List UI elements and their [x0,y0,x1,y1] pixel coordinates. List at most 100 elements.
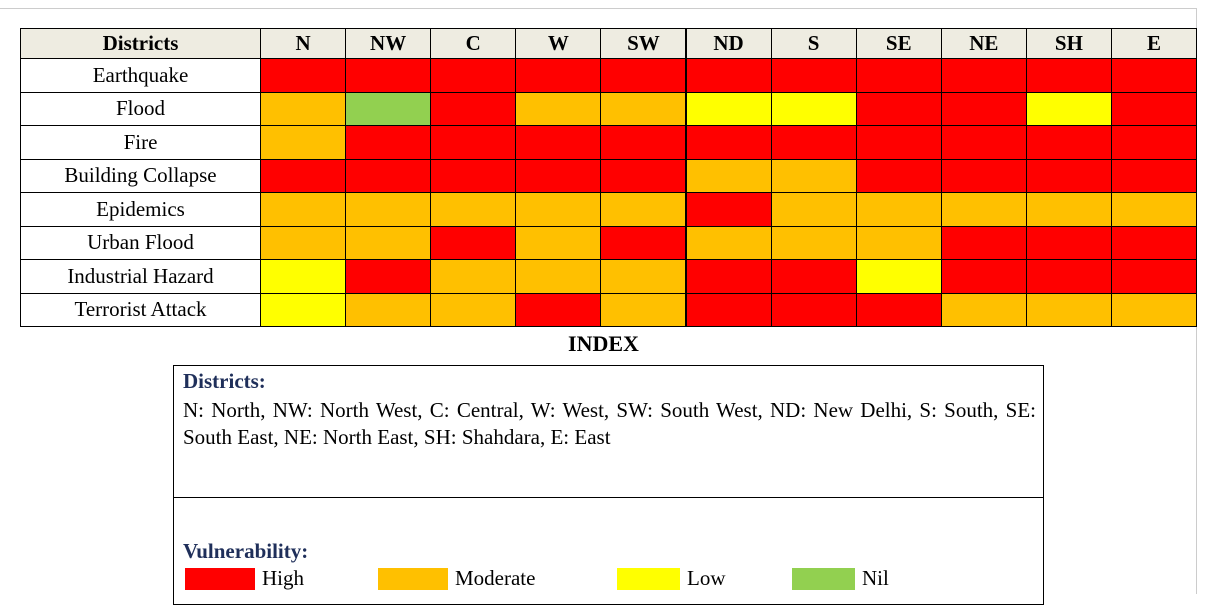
level-cell [260,259,347,294]
index-title: INDEX [568,331,639,356]
legend-swatch [378,568,448,590]
level-cell [940,292,1027,327]
header-cell: SW [600,28,687,59]
level-cell [515,292,602,327]
legend-swatch [185,568,255,590]
level-cell [260,192,347,227]
hazard-cell: Building Collapse [20,158,261,193]
level-cell [260,225,347,260]
level-cell [855,58,942,93]
level-cell [430,125,517,160]
hazard-cell: Terrorist Attack [20,292,261,327]
level-cell [1025,225,1112,260]
level-cell [1111,91,1198,126]
level-cell [1025,158,1112,193]
level-cell [345,225,432,260]
level-cell [430,225,517,260]
level-cell [770,192,857,227]
hazard-cell: Earthquake [20,58,261,93]
legend-swatch [617,568,680,590]
header-cell: E [1111,28,1198,59]
level-cell [855,158,942,193]
level-cell [345,259,432,294]
level-cell [600,158,687,193]
frame-line [0,8,1197,9]
level-cell [430,292,517,327]
divider [173,497,1044,498]
level-cell [940,259,1027,294]
level-cell [430,58,517,93]
level-cell [515,158,602,193]
level-cell [1111,259,1198,294]
level-cell [515,58,602,93]
level-cell [1111,192,1198,227]
level-cell [855,292,942,327]
level-cell [940,225,1027,260]
hazard-cell: Flood [20,91,261,126]
level-cell [1025,91,1112,126]
level-cell [600,259,687,294]
level-cell [770,125,857,160]
level-cell [345,292,432,327]
hazard-cell: Fire [20,125,261,160]
level-cell [770,58,857,93]
hazard-cell: Industrial Hazard [20,259,261,294]
header-cell: NE [940,28,1027,59]
level-cell [685,292,772,327]
level-cell [770,292,857,327]
level-cell [685,58,772,93]
level-cell [600,58,687,93]
level-cell [260,91,347,126]
legend-label: Low [687,566,726,590]
level-cell [855,91,942,126]
header-cell: NW [345,28,432,59]
level-cell [855,225,942,260]
level-cell [940,58,1027,93]
level-cell [1111,225,1198,260]
level-cell [515,225,602,260]
level-cell [1025,192,1112,227]
level-cell [345,192,432,227]
legend-label: Nil [862,566,889,590]
level-cell [1025,259,1112,294]
level-cell [940,125,1027,160]
level-cell [515,192,602,227]
hazard-cell: Urban Flood [20,225,261,260]
level-cell [430,91,517,126]
level-cell [1111,58,1198,93]
level-cell [345,91,432,126]
level-cell [1111,158,1198,193]
header-cell: Districts [20,28,261,59]
level-cell [600,292,687,327]
header-cell: C [430,28,517,59]
level-cell [855,259,942,294]
legend-label: High [262,566,304,590]
districts-text: N: North, NW: North West, C: Central, W:… [183,398,1036,449]
level-cell [685,259,772,294]
level-cell [1111,125,1198,160]
level-cell [940,91,1027,126]
level-cell [345,158,432,193]
level-cell [345,58,432,93]
level-cell [685,192,772,227]
level-cell [430,158,517,193]
level-cell [940,158,1027,193]
level-cell [260,158,347,193]
level-cell [515,125,602,160]
header-cell: SE [855,28,942,59]
legend-label: Moderate [455,566,536,590]
level-cell [855,192,942,227]
level-cell [855,125,942,160]
header-cell: W [515,28,602,59]
level-cell [1025,58,1112,93]
hazard-cell: Epidemics [20,192,261,227]
level-cell [600,91,687,126]
level-cell [430,259,517,294]
level-cell [430,192,517,227]
level-cell [345,125,432,160]
level-cell [515,259,602,294]
level-cell [685,91,772,126]
level-cell [940,192,1027,227]
level-cell [260,125,347,160]
